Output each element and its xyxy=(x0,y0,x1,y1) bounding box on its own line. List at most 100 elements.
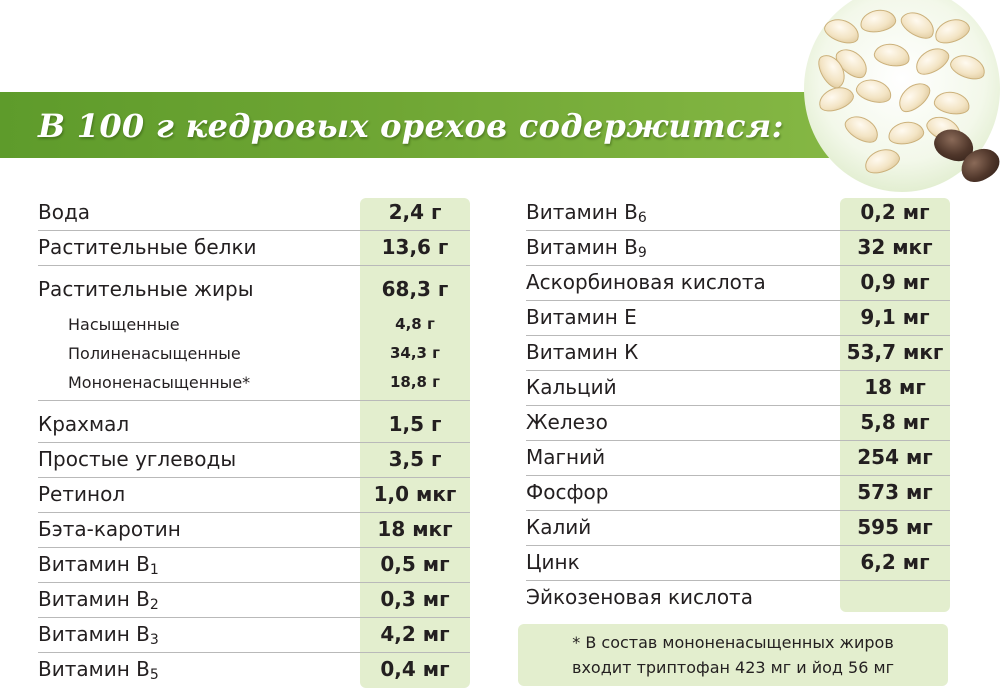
row-divider xyxy=(526,264,950,266)
nutrient-name: Витамин В xyxy=(38,622,150,646)
nutrient-name: Железо xyxy=(526,410,608,434)
left-nutrient-table: Вода 2,4 г Растительные белки 13,6 г Растите… xyxy=(38,196,470,688)
nutrient-label: Фосфор xyxy=(526,476,608,509)
nutrient-name: Полиненасыщенные xyxy=(68,344,241,363)
row-divider xyxy=(526,404,950,406)
nutrient-label: Калий xyxy=(526,511,591,544)
row-divider xyxy=(526,334,950,336)
nutrient-name: Растительные жиры xyxy=(38,277,254,301)
nutrient-label: Витамин В2 xyxy=(38,583,159,616)
nutrient-label: Полиненасыщенные xyxy=(68,337,241,370)
nutrient-row: Витамин В1 0,5 мг xyxy=(38,548,470,583)
nutrient-name: Насыщенные xyxy=(68,315,180,334)
nutrient-value: 0,4 мг xyxy=(380,657,450,681)
vitamin-index: 3 xyxy=(149,632,159,648)
row-divider xyxy=(38,546,470,548)
nutrient-name: Бэта-каротин xyxy=(38,517,181,541)
nutrient-value: 1,5 г xyxy=(388,412,442,436)
nutrient-row: Растительные жиры 68,3 г xyxy=(38,273,470,308)
nutrient-row: Аскорбиновая кислота 0,9 мг xyxy=(526,266,950,301)
left-value-column xyxy=(360,198,470,688)
nutrient-name: Витамин Е xyxy=(526,305,637,329)
nutrient-label: Витамин Е xyxy=(526,301,637,334)
nutrient-label: Магний xyxy=(526,441,605,474)
nutrient-value: 18,8 г xyxy=(389,373,441,391)
row-divider xyxy=(38,476,470,478)
row-divider xyxy=(38,581,470,583)
nutrient-name: Кальций xyxy=(526,375,617,399)
row-divider xyxy=(526,369,950,371)
nutrient-label: Аскорбиновая кислота xyxy=(526,266,766,299)
nutrient-row: Витамин В6 0,2 мг xyxy=(526,196,950,231)
nutrient-label: Ретинол xyxy=(38,478,125,511)
nutrient-row: Витамин К 53,7 мкг xyxy=(526,336,950,371)
nutrient-row: Витамин В9 32 мкг xyxy=(526,231,950,266)
nutrient-name: Простые углеводы xyxy=(38,447,237,471)
nutrient-value: 0,5 мг xyxy=(380,552,450,576)
nutrient-value: 4,8 г xyxy=(395,315,435,333)
nutrient-label: Насыщенные xyxy=(68,308,180,341)
nutrient-name: Эйкозеновая кислота xyxy=(526,585,753,609)
nutrient-name: Витамин В xyxy=(526,200,638,224)
nutrient-name: Витамин В xyxy=(38,587,150,611)
nutrient-name: Вода xyxy=(38,200,91,224)
vitamin-index: 6 xyxy=(637,210,647,226)
nutrient-value: 4,2 мг xyxy=(380,622,450,646)
nutrient-label: Кальций xyxy=(526,371,617,404)
nutrient-value: 6,2 мг xyxy=(860,550,930,574)
nutrient-label: Витамин В1 xyxy=(38,548,159,581)
nutrient-name: Растительные белки xyxy=(38,235,257,259)
nutrient-value: 2,4 г xyxy=(388,200,442,224)
nutrient-value: 0,3 мг xyxy=(380,587,450,611)
right-nutrient-table: Витамин В6 0,2 мг Витамин В9 32 мкг Аскорбин… xyxy=(526,196,950,616)
row-divider xyxy=(526,439,950,441)
nutrient-row: Витамин В3 4,2 мг xyxy=(38,618,470,653)
pine-nuts-image xyxy=(804,0,1000,196)
nutrient-row: Простые углеводы 3,5 г xyxy=(38,443,470,478)
nutrient-value xyxy=(840,581,950,614)
nutrient-label: Мононенасыщенные* xyxy=(68,366,250,399)
vitamin-index: 2 xyxy=(149,597,159,613)
nutrient-name: Витамин В xyxy=(526,235,638,259)
nutrient-row: Фосфор 573 мг xyxy=(526,476,950,511)
row-divider xyxy=(526,474,950,476)
nutrient-row: Кальций 18 мг xyxy=(526,371,950,406)
nutrient-value: 573 мг xyxy=(857,480,933,504)
nutrient-label: Растительные белки xyxy=(38,231,257,264)
row-divider xyxy=(38,651,470,653)
row-divider xyxy=(526,299,950,301)
nutrient-label: Растительные жиры xyxy=(38,273,254,306)
row-divider xyxy=(38,399,470,401)
nutrient-row: Растительные белки 13,6 г xyxy=(38,231,470,266)
row-divider xyxy=(38,229,470,231)
vitamin-index: 5 xyxy=(149,667,159,683)
nutrient-label: Цинк xyxy=(526,546,580,579)
nutrient-row: Цинк 6,2 мг xyxy=(526,546,950,581)
nutrient-value: 3,5 г xyxy=(388,447,442,471)
row-divider xyxy=(38,264,470,266)
vitamin-index: 1 xyxy=(149,562,159,578)
nutrient-row: Эйкозеновая кислота xyxy=(526,581,950,616)
nutrient-value: 68,3 г xyxy=(381,277,449,301)
nutrient-name: Цинк xyxy=(526,550,580,574)
nutrient-row: Калий 595 мг xyxy=(526,511,950,546)
row-divider xyxy=(526,509,950,511)
row-divider xyxy=(526,229,950,231)
row-divider xyxy=(38,511,470,513)
nutrient-value: 13,6 г xyxy=(381,235,449,259)
nutrient-row: Железо 5,8 мг xyxy=(526,406,950,441)
footnote: * В состав мононенасыщенных жиров входит… xyxy=(518,624,948,686)
nutrient-row: Витамин Е 9,1 мг xyxy=(526,301,950,336)
nutrient-value: 34,3 г xyxy=(389,344,441,362)
nutrient-label: Витамин К xyxy=(526,336,638,369)
nutrient-name: Ретинол xyxy=(38,482,126,506)
nutrient-value: 595 мг xyxy=(857,515,933,539)
nutrient-label: Железо xyxy=(526,406,608,439)
row-divider xyxy=(38,616,470,618)
nutrient-row: Ретинол 1,0 мкг xyxy=(38,478,470,513)
nutrient-name: Аскорбиновая кислота xyxy=(526,270,766,294)
nutrient-name: Фосфор xyxy=(526,480,609,504)
nutrient-row: Витамин В5 0,4 мг xyxy=(38,653,470,688)
row-divider xyxy=(526,579,950,581)
nutrient-value: 0,2 мг xyxy=(860,200,930,224)
